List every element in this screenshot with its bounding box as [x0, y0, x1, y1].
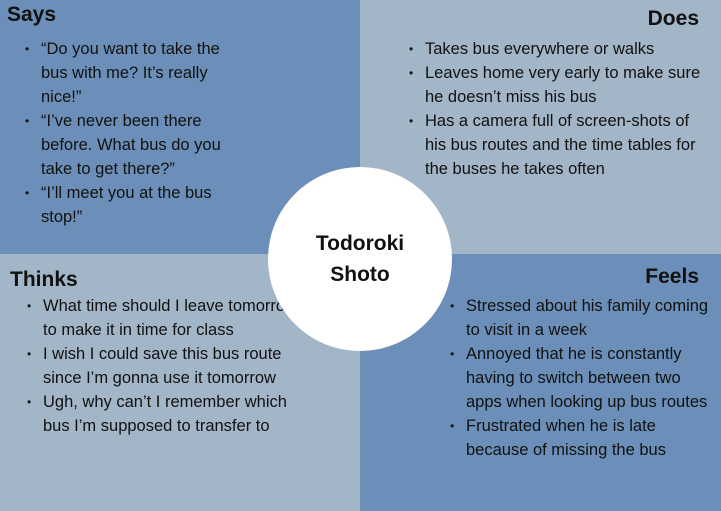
thinks-item: What time should I leave tomorrow to mak…: [27, 294, 312, 342]
says-title: Says: [7, 3, 57, 26]
feels-list: Stressed about his family coming to visi…: [450, 294, 712, 462]
does-list: Takes bus everywhere or walks Leaves hom…: [409, 37, 709, 181]
feels-item: Frustrated when he is late because of mi…: [450, 414, 712, 462]
does-item: Takes bus everywhere or walks: [409, 37, 709, 61]
does-item: Has a camera full of screen-shots of his…: [409, 109, 709, 181]
persona-circle: Todoroki Shoto: [268, 167, 452, 351]
thinks-title: Thinks: [10, 268, 78, 291]
says-item: “I’ve never been there before. What bus …: [25, 109, 245, 181]
feels-title: Feels: [645, 265, 699, 288]
thinks-list: What time should I leave tomorrow to mak…: [27, 294, 312, 438]
says-list: “Do you want to take the bus with me? It…: [25, 37, 245, 229]
feels-item: Stressed about his family coming to visi…: [450, 294, 712, 342]
feels-item: Annoyed that he is constantly having to …: [450, 342, 712, 414]
says-item: “Do you want to take the bus with me? It…: [25, 37, 245, 109]
says-item: “I’ll meet you at the bus stop!”: [25, 181, 245, 229]
does-title: Does: [647, 7, 699, 30]
thinks-item: Ugh, why can’t I remember which bus I’m …: [27, 390, 312, 438]
does-item: Leaves home very early to make sure he d…: [409, 61, 709, 109]
thinks-item: I wish I could save this bus route since…: [27, 342, 312, 390]
persona-name: Todoroki Shoto: [315, 232, 405, 286]
